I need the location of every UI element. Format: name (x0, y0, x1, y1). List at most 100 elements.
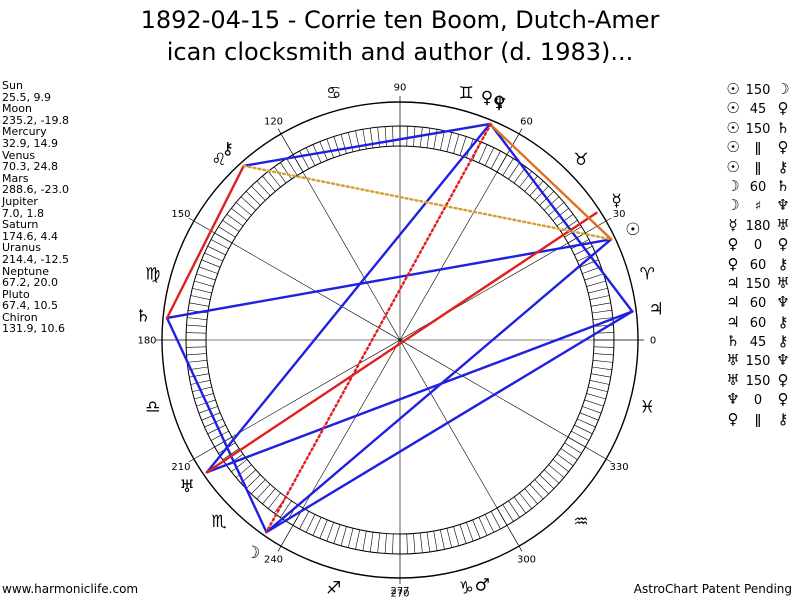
mars-glyph-icon: ♂ (475, 576, 490, 596)
degree-tick (543, 469, 560, 484)
aspect-glyph-1: ☿ (728, 215, 738, 234)
degree-tick (588, 287, 608, 294)
degree-tick (333, 524, 341, 544)
aspect-glyph-2: ⚷ (777, 409, 789, 428)
degree-tick (548, 464, 565, 478)
degree-tick (231, 208, 248, 221)
degree-tick (591, 302, 611, 307)
degree-tick (574, 424, 593, 435)
aspect-glyph-2: ♄ (776, 118, 790, 137)
degree-tick (446, 132, 453, 152)
aspect-value: 60 (749, 296, 767, 312)
title-line-1: 1892-04-15 - Corrie ten Boom, Dutch-Amer (140, 6, 660, 34)
degree-tick (207, 245, 226, 256)
degree-tick (312, 517, 322, 536)
degree-tick (529, 180, 544, 197)
degree-tick (204, 418, 223, 428)
aspect-glyph-1: ♃ (726, 312, 740, 331)
aspect-line (165, 164, 245, 320)
center-number: 277 (390, 586, 409, 597)
division-line (231, 242, 569, 438)
chiron-glyph-icon: ⚷ (221, 139, 233, 159)
division-line-outer (277, 128, 304, 173)
degree-tick (413, 533, 416, 554)
degree-tick (226, 213, 244, 227)
degree-tick (582, 406, 602, 414)
degree-tick (189, 302, 209, 307)
degree-tick (419, 532, 423, 553)
planet-coords: 131.9, 10.6 (2, 322, 65, 336)
aspect-value: 150 (745, 121, 771, 137)
degree-tick (186, 324, 207, 327)
degree-tick (556, 213, 574, 227)
degree-tick (392, 126, 394, 147)
degree-tick (459, 136, 467, 156)
planet-coords: 174.6, 4.4 (2, 229, 58, 243)
aspect-glyph-2: ⚷ (777, 254, 789, 273)
aspect-row: ☉ 150 ♄ (722, 119, 794, 138)
degree-tick (589, 380, 610, 385)
degree-tick (490, 511, 501, 530)
aspect-glyph-2: ♅ (776, 273, 790, 292)
aspect-glyph-2: ☽ (776, 80, 790, 98)
degree-tick (484, 147, 495, 166)
degree-tick (319, 519, 328, 539)
aspect-row: ♄ 45 ⚷ (722, 332, 794, 351)
aspect-line (205, 211, 598, 474)
degree-tick (262, 488, 276, 505)
degree-label: 30 (613, 209, 626, 220)
degree-tick (235, 202, 252, 216)
degree-label: 120 (264, 116, 283, 127)
degree-tick (186, 332, 207, 334)
aspect-row: ♀ 0 ♀ (722, 235, 794, 254)
aspect-row: ☉ ǁ ♀ (722, 138, 794, 157)
degree-tick (419, 127, 423, 148)
degree-label: 300 (517, 555, 536, 566)
aspect-glyph-2: ♀ (777, 138, 789, 157)
planet-name: Pluto (2, 287, 30, 301)
degree-tick (440, 130, 445, 151)
degree-tick (433, 531, 438, 551)
aspect-value: 0 (753, 393, 763, 409)
aspect-value: 0 (753, 238, 763, 254)
degree-tick (256, 180, 271, 197)
degree-tick (392, 533, 394, 554)
planet-coords: 7.0, 1.8 (2, 206, 44, 220)
division-line-outer (277, 507, 304, 552)
leo-sign-icon: ♌ (211, 150, 226, 170)
degree-label: 60 (520, 116, 533, 127)
degree-tick (426, 532, 431, 552)
degree-tick (579, 412, 599, 421)
aspect-row: ☉ 45 ♀ (722, 99, 794, 118)
aspect-glyph-1: ♆ (726, 390, 740, 409)
degree-tick (333, 136, 341, 156)
degree-tick (478, 517, 488, 536)
aspect-value: 180 (745, 218, 771, 234)
degree-tick (534, 479, 549, 495)
degree-label: 240 (264, 555, 283, 566)
degree-label: 330 (610, 462, 629, 473)
aspect-glyph-1: ☽ (726, 196, 740, 215)
jupiter-glyph-icon: ♃ (648, 300, 663, 320)
degree-tick (592, 359, 613, 363)
aspect-glyph-1: ♀ (727, 254, 739, 273)
degree-tick (556, 453, 574, 467)
division-line-outer (567, 436, 612, 463)
sun-glyph-icon: ☉ (625, 220, 640, 240)
aspect-value: 150 (745, 373, 771, 389)
degree-tick (459, 524, 467, 544)
aspect-glyph-2: ♆ (776, 293, 790, 312)
degree-tick (305, 514, 316, 533)
degree-tick (586, 280, 606, 287)
aspect-line (205, 122, 492, 474)
patent-note: AstroChart Patent Pending (633, 582, 792, 596)
degree-tick (186, 346, 207, 348)
degree-tick (592, 317, 613, 321)
aspect-value: ǁ (754, 141, 762, 157)
degree-tick (245, 191, 261, 206)
venus-glyph-icon: ♀ (481, 88, 493, 108)
planet-coords: 70.3, 24.8 (2, 160, 58, 174)
aspect-row: ♃ 60 ⚷ (722, 313, 794, 332)
aspect-value: 45 (749, 102, 767, 118)
degree-tick (340, 526, 347, 546)
